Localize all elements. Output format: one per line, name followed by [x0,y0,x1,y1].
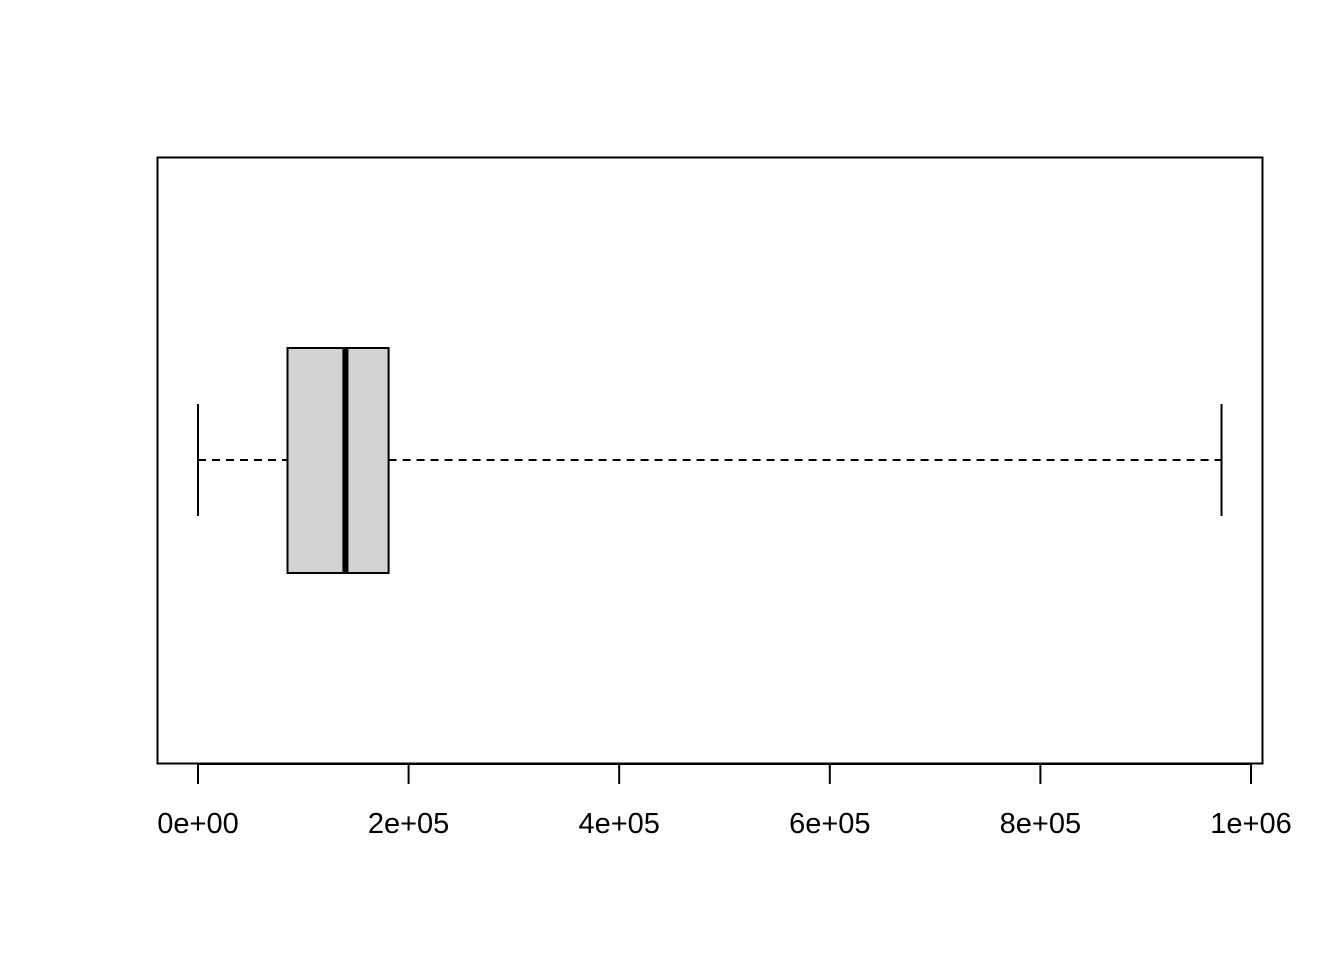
x-tick-label: 2e+05 [368,808,449,840]
x-tick-label: 6e+05 [789,808,870,840]
x-tick-label: 0e+00 [157,808,238,840]
x-tick-label: 1e+06 [1210,808,1291,840]
iqr-box [286,347,390,574]
x-axis: 0e+00 2e+05 4e+05 6e+05 8e+05 1e+06 [157,763,1292,840]
x-tick-label: 8e+05 [1000,808,1081,840]
boxplot [197,347,1223,574]
x-tick-label: 4e+05 [578,808,659,840]
